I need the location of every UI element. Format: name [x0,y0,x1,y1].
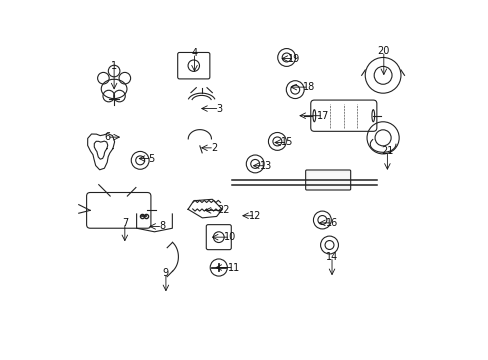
Text: 9: 9 [163,268,169,278]
Text: 3: 3 [216,104,222,113]
Text: 2: 2 [211,143,217,153]
Text: 17: 17 [316,111,328,121]
Text: 12: 12 [248,211,261,221]
Text: 11: 11 [227,262,240,273]
Text: 6: 6 [103,132,110,142]
Text: 7: 7 [122,218,128,228]
Text: 16: 16 [325,218,338,228]
Text: 22: 22 [216,205,229,215]
Text: 1: 1 [111,61,117,71]
Text: 4: 4 [191,48,197,58]
Text: 19: 19 [288,54,300,64]
Text: 20: 20 [377,46,389,57]
Text: 10: 10 [224,232,236,242]
Text: 5: 5 [148,154,154,163]
Text: 13: 13 [259,161,271,171]
Text: 21: 21 [381,147,393,157]
Text: 8: 8 [159,221,165,231]
Text: 14: 14 [325,252,338,262]
Text: 18: 18 [302,82,314,92]
Text: 15: 15 [281,138,293,148]
